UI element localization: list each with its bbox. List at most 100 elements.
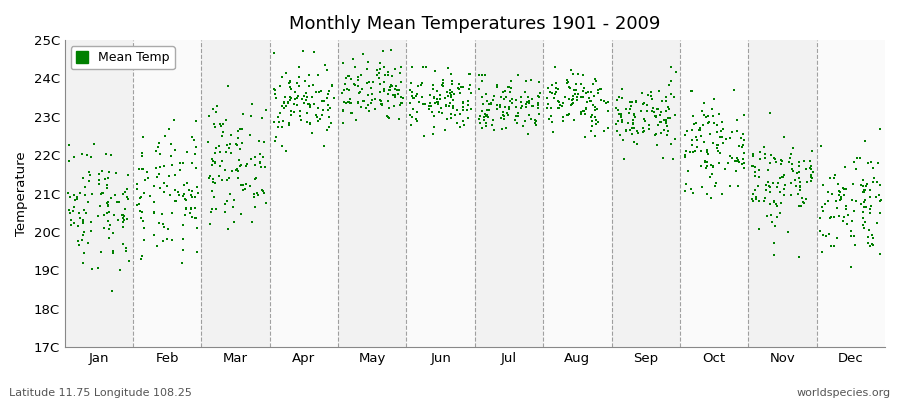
Point <box>274 143 289 149</box>
Point <box>475 125 490 131</box>
Point <box>614 114 628 120</box>
Point <box>509 120 524 126</box>
Point <box>322 88 337 95</box>
Point <box>392 87 406 94</box>
Point <box>136 218 150 224</box>
Point <box>445 78 459 84</box>
Point <box>121 172 135 178</box>
Point <box>683 149 698 155</box>
Point <box>364 97 379 103</box>
Point <box>159 183 174 189</box>
Point <box>188 151 202 157</box>
Point <box>156 221 170 227</box>
Point <box>168 187 183 193</box>
Point <box>409 93 423 99</box>
Point <box>665 156 680 162</box>
Point <box>796 200 811 206</box>
Point <box>863 187 878 194</box>
Point <box>389 83 403 89</box>
Point <box>813 215 827 222</box>
Point <box>132 195 147 201</box>
Point <box>84 219 98 225</box>
Point <box>172 192 186 198</box>
Point <box>775 174 789 180</box>
Point <box>498 88 512 94</box>
Point <box>215 158 230 164</box>
Point <box>762 110 777 116</box>
Bar <box>612 40 680 347</box>
Point <box>160 226 175 232</box>
Point <box>858 197 872 204</box>
Point <box>136 166 150 172</box>
Point <box>693 126 707 133</box>
Point <box>166 210 180 216</box>
Point <box>82 168 96 175</box>
Point <box>344 76 358 83</box>
Point <box>870 178 885 185</box>
Point <box>337 60 351 66</box>
Point <box>288 96 302 102</box>
Bar <box>816 40 885 347</box>
Point <box>619 106 634 112</box>
Point <box>475 72 490 78</box>
Point <box>168 198 183 204</box>
Point <box>668 112 682 118</box>
Point <box>190 224 204 231</box>
Point <box>445 81 459 87</box>
Point <box>769 201 783 207</box>
Point <box>710 141 724 148</box>
Point <box>207 194 221 200</box>
Point <box>746 198 760 204</box>
Point <box>243 182 257 189</box>
Point <box>866 241 880 248</box>
Point <box>248 176 262 183</box>
Point <box>532 94 546 100</box>
Point <box>600 108 615 114</box>
Point <box>430 99 445 106</box>
Point <box>687 120 701 127</box>
Point <box>95 168 110 174</box>
Point <box>81 240 95 246</box>
Point <box>344 109 358 116</box>
Point <box>644 96 659 102</box>
Point <box>762 182 777 189</box>
Point <box>351 74 365 80</box>
Point <box>229 141 243 148</box>
Point <box>442 102 456 109</box>
Point <box>566 70 580 77</box>
Point <box>848 242 862 248</box>
Point <box>590 106 605 112</box>
Point <box>646 105 661 111</box>
Point <box>407 95 421 101</box>
Point <box>551 98 565 104</box>
Point <box>223 190 238 197</box>
Point <box>514 99 528 105</box>
Point <box>480 98 494 104</box>
Point <box>844 263 859 270</box>
Point <box>276 100 291 106</box>
Point <box>169 198 184 204</box>
Point <box>768 156 782 162</box>
Point <box>405 114 419 120</box>
Point <box>202 173 217 179</box>
Point <box>72 242 86 248</box>
Point <box>568 91 582 97</box>
Point <box>71 238 86 244</box>
Point <box>227 197 241 204</box>
Point <box>315 98 329 104</box>
Point <box>158 180 172 186</box>
Point <box>694 133 708 140</box>
Point <box>774 161 788 167</box>
Point <box>792 203 806 210</box>
Point <box>805 148 819 154</box>
Point <box>342 100 356 106</box>
Point <box>251 192 266 198</box>
Point <box>167 116 182 123</box>
Point <box>472 120 487 126</box>
Point <box>464 106 479 112</box>
Point <box>777 192 791 198</box>
Point <box>374 101 389 108</box>
Point <box>871 192 886 198</box>
Point <box>403 86 418 93</box>
Point <box>66 208 80 214</box>
